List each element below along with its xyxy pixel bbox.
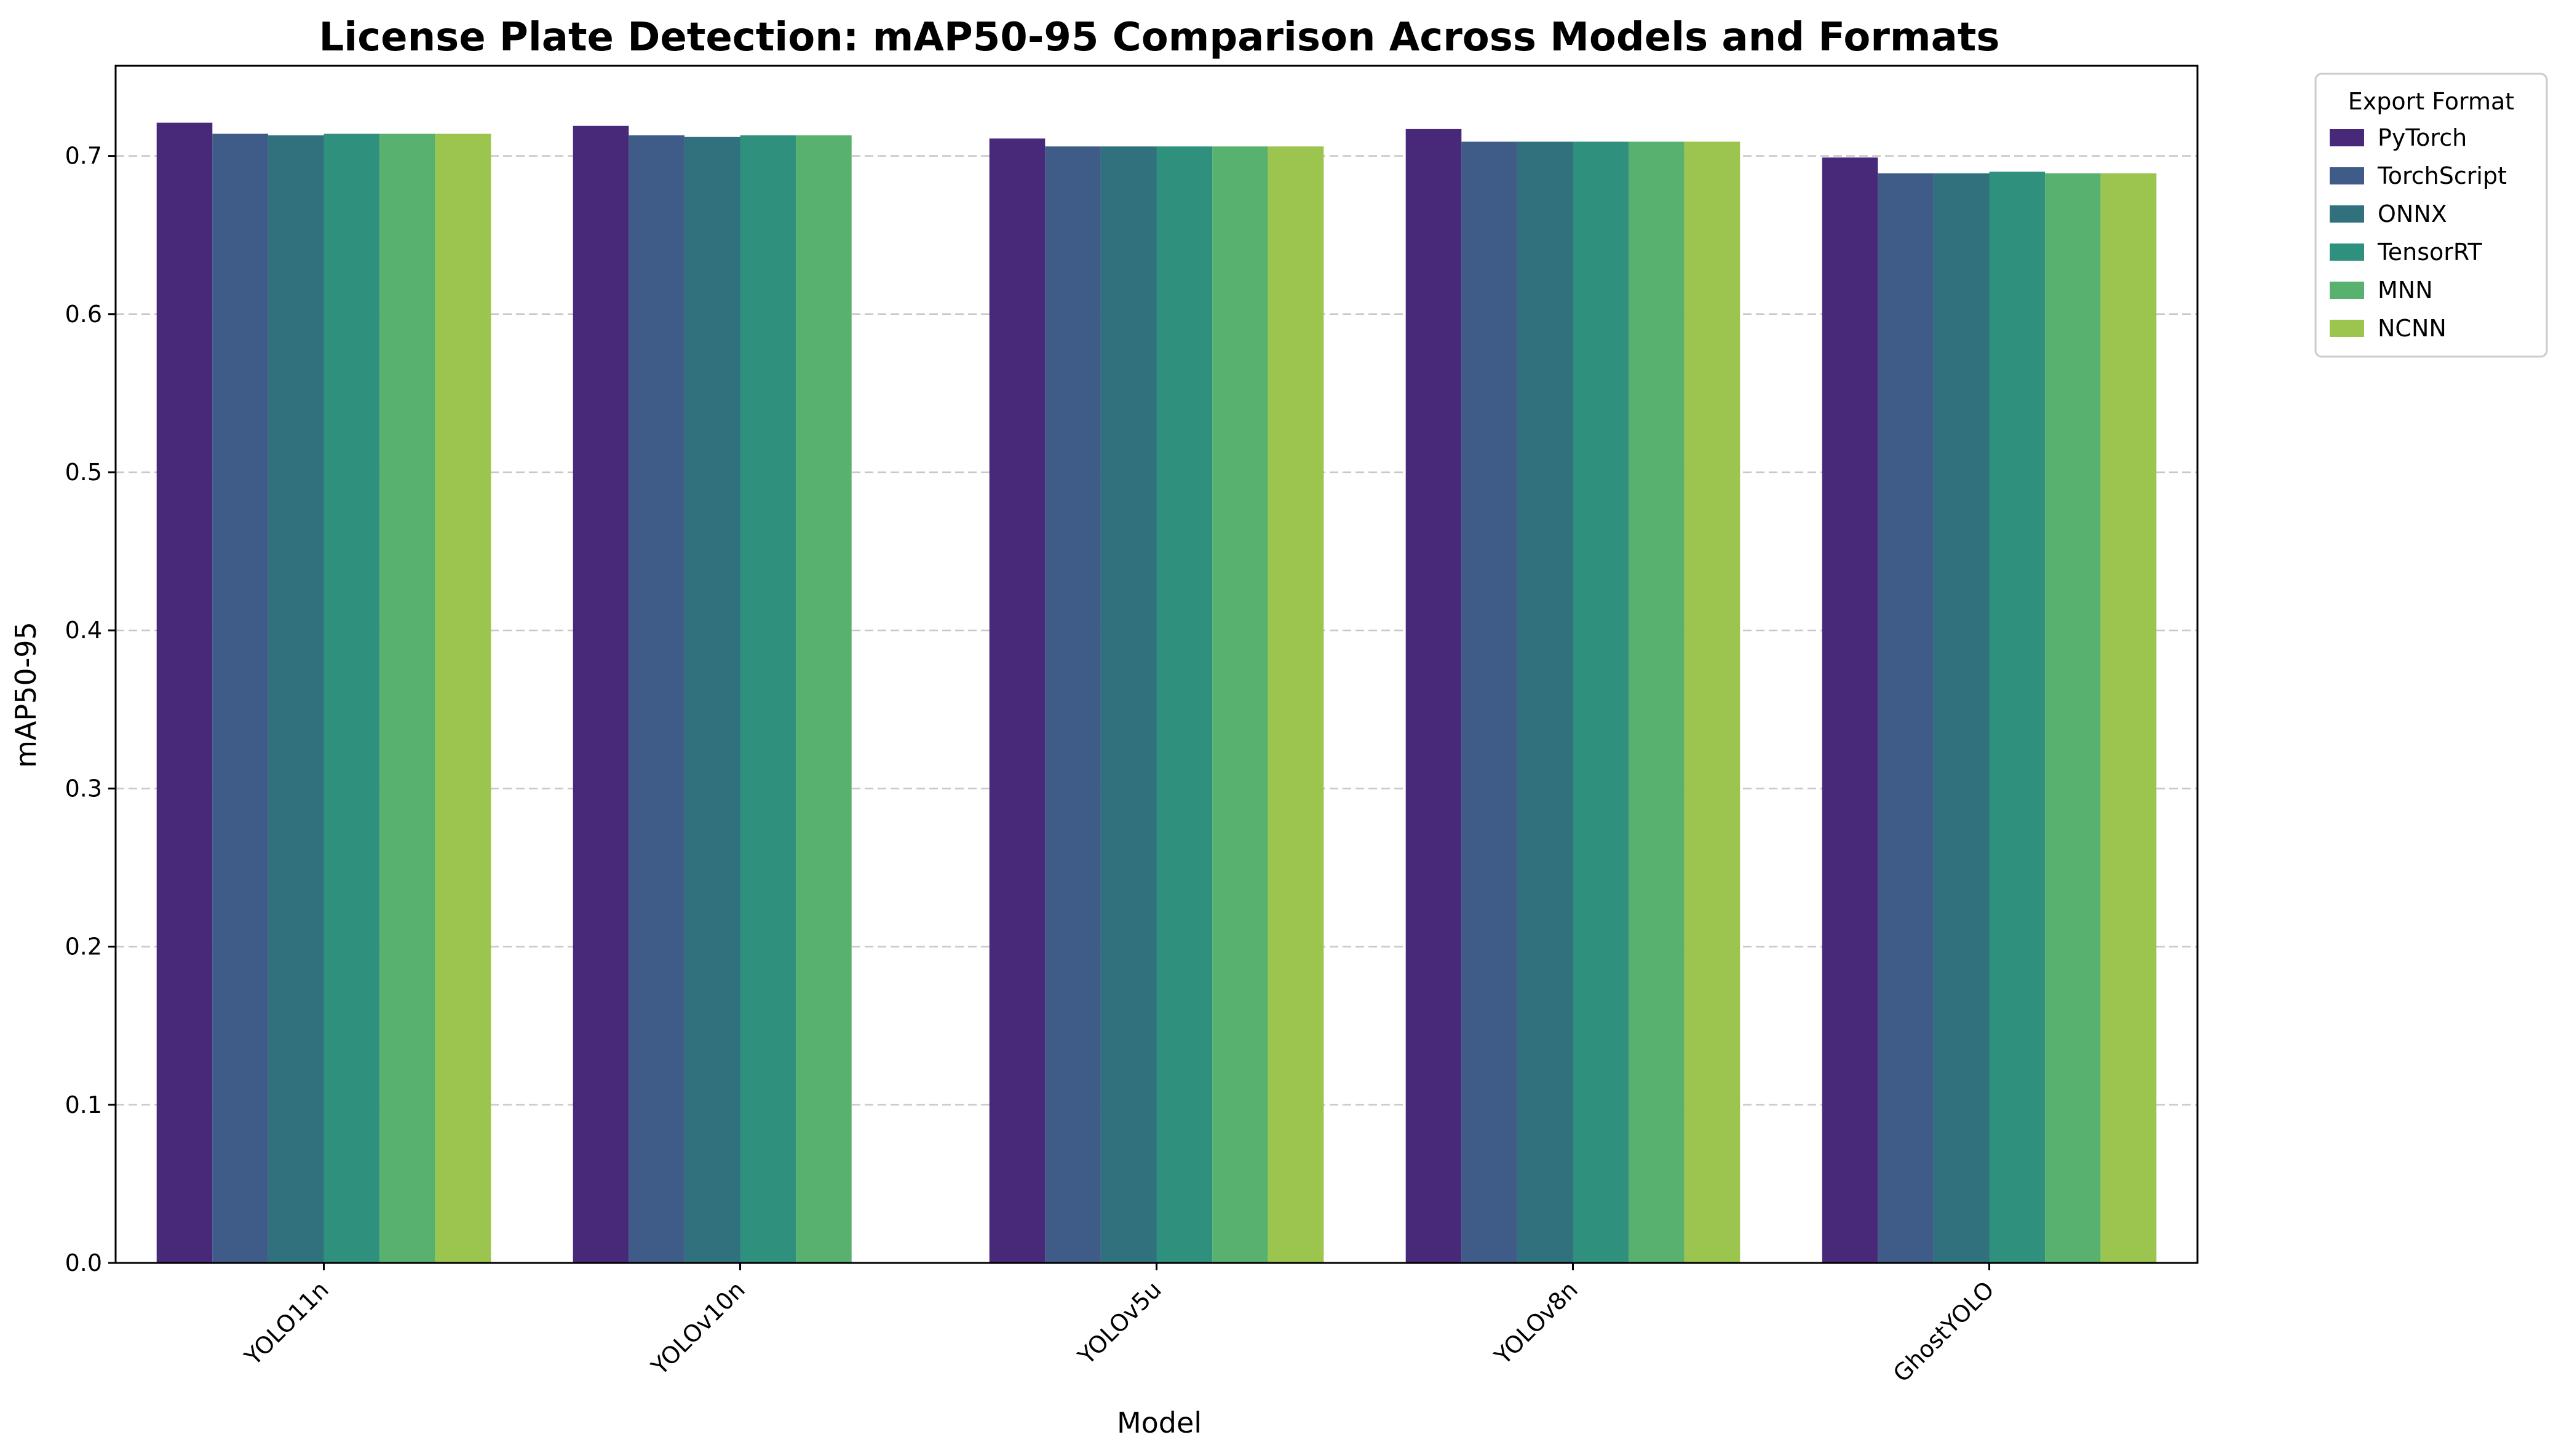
legend-title: Export Format bbox=[2348, 88, 2514, 115]
legend-items: PyTorch TorchScript ONNX TensorRT MNN NCNN bbox=[2330, 124, 2507, 342]
legend-swatch-tensorrt bbox=[2330, 243, 2364, 261]
legend-label-mnn: MNN bbox=[2378, 277, 2433, 304]
bar-tensorrt-yolov10n bbox=[740, 135, 796, 1264]
bar-mnn-ghostyolo bbox=[2045, 173, 2101, 1263]
y-tick-label: 0.6 bbox=[65, 301, 102, 328]
bar-onnx-yolo11n bbox=[268, 135, 324, 1264]
bar-mnn-yolo11n bbox=[379, 133, 435, 1263]
legend-swatch-onnx bbox=[2330, 205, 2364, 223]
bar-torchscript-yolov10n bbox=[629, 135, 685, 1264]
bar-pytorch-yolov10n bbox=[573, 125, 629, 1263]
legend-swatch-torchscript bbox=[2330, 167, 2364, 184]
legend-swatch-pytorch bbox=[2330, 129, 2364, 146]
bar-onnx-ghostyolo bbox=[1933, 173, 1990, 1263]
bar-torchscript-yolov5u bbox=[1045, 146, 1101, 1263]
chart-title: License Plate Detection: mAP50-95 Compar… bbox=[319, 15, 2000, 60]
bar-onnx-yolov10n bbox=[684, 136, 740, 1264]
x-axis-ticks: YOLO11n YOLOv10n YOLOv5u YOLOv8n GhostYOLO bbox=[239, 1263, 1999, 1387]
y-tick-label: 0.2 bbox=[65, 933, 102, 960]
legend-label-torchscript: TorchScript bbox=[2377, 162, 2507, 189]
bar-pytorch-yolo11n bbox=[156, 122, 213, 1264]
bar-tensorrt-yolov8n bbox=[1573, 141, 1629, 1263]
bar-ncnn-yolo11n bbox=[435, 133, 491, 1263]
bar-ncnn-yolov8n bbox=[1684, 141, 1740, 1263]
legend-swatch-mnn bbox=[2330, 282, 2364, 299]
bar-pytorch-yolov5u bbox=[989, 138, 1046, 1263]
bar-onnx-yolov5u bbox=[1100, 146, 1157, 1263]
bars bbox=[156, 122, 2157, 1264]
x-tick-label: GhostYOLO bbox=[1888, 1276, 1999, 1387]
y-tick-label: 0.7 bbox=[65, 143, 102, 170]
legend-label-onnx: ONNX bbox=[2378, 200, 2447, 228]
bar-torchscript-ghostyolo bbox=[1878, 173, 1934, 1263]
bar-tensorrt-yolo11n bbox=[323, 133, 380, 1263]
legend-frame bbox=[2314, 73, 2548, 358]
y-tick-label: 0.4 bbox=[65, 617, 102, 644]
bar-ncnn-ghostyolo bbox=[2100, 173, 2157, 1263]
bar-onnx-yolov8n bbox=[1517, 141, 1573, 1263]
bar-pytorch-ghostyolo bbox=[1822, 157, 1878, 1264]
bar-tensorrt-yolov5u bbox=[1156, 146, 1213, 1263]
x-tick-label: YOLO11n bbox=[239, 1276, 334, 1371]
bar-pytorch-yolov8n bbox=[1405, 129, 1462, 1264]
x-tick-label: YOLOv5u bbox=[1073, 1276, 1167, 1370]
legend-swatch-ncnn bbox=[2330, 320, 2364, 337]
y-tick-label: 0.5 bbox=[65, 459, 102, 486]
x-tick-label: YOLOv10n bbox=[646, 1276, 750, 1380]
bar-torchscript-yolov8n bbox=[1461, 141, 1517, 1263]
bar-ncnn-yolov5u bbox=[1268, 146, 1324, 1263]
y-tick-label: 0.0 bbox=[65, 1249, 102, 1276]
legend: Export Format PyTorch TorchScript ONNX Tens… bbox=[2314, 73, 2548, 358]
x-tick-label: YOLOv8n bbox=[1489, 1276, 1583, 1370]
y-tick-label: 0.1 bbox=[65, 1091, 102, 1118]
x-axis-label: Model bbox=[1117, 1406, 1202, 1439]
bar-tensorrt-ghostyolo bbox=[1989, 172, 2046, 1264]
legend-label-tensorrt: TensorRT bbox=[2377, 239, 2483, 266]
y-tick-label: 0.3 bbox=[65, 775, 102, 802]
bar-mnn-yolov10n bbox=[796, 135, 852, 1264]
y-axis-ticks: 0.0 0.1 0.2 0.3 0.4 0.5 0.6 0.7 bbox=[65, 143, 116, 1276]
bar-torchscript-yolo11n bbox=[212, 133, 268, 1263]
legend-label-ncnn: NCNN bbox=[2378, 315, 2447, 342]
legend-label-pytorch: PyTorch bbox=[2378, 124, 2467, 151]
bar-mnn-yolov8n bbox=[1629, 141, 1685, 1263]
bar-mnn-yolov5u bbox=[1212, 146, 1268, 1263]
y-axis-label: mAP50-95 bbox=[9, 622, 42, 768]
